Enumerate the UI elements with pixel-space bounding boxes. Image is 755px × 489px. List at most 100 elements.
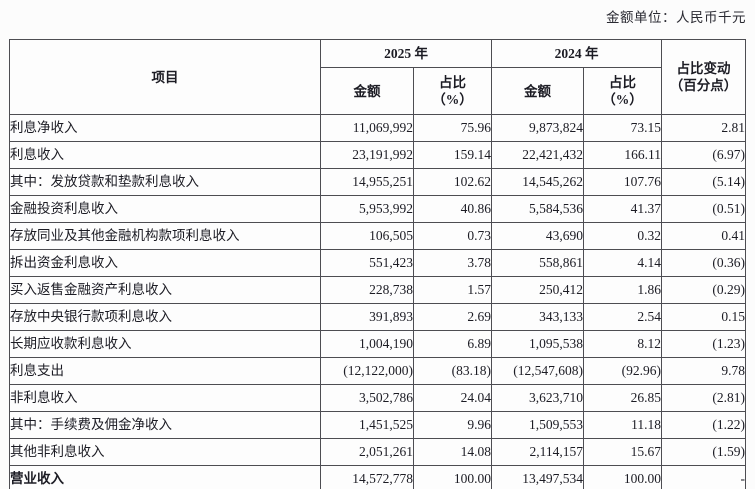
table-row: 其中：发放贷款和垫款利息收入 14,955,251 102.62 14,545,… [9,168,746,196]
pct-2025-cell: 24.04 [413,384,492,412]
table-body: 利息净收入 11,069,992 75.96 9,873,824 73.15 2… [9,114,746,489]
pct-2025-cell: 3.78 [413,249,492,277]
amount-2025-cell: 2,051,261 [320,438,414,466]
amount-2024-cell: 9,873,824 [491,114,584,142]
amount-2024-cell: 1,509,553 [491,411,584,439]
pct-change-cell: (5.14) [661,168,746,196]
row-label-cell: 其他非利息收入 [9,438,321,466]
header-pct-2024: 占比 （%） [583,67,662,115]
row-label: 利息净收入 [10,120,78,135]
row-label: 买入返售金融资产利息收入 [10,282,173,297]
amount-2024-cell: 3,623,710 [491,384,584,412]
row-label: 营业收入 [10,471,65,486]
header-pct-2025-line1: 占比 [439,75,466,90]
row-label-cell: 拆出资金利息收入 [9,249,321,277]
row-label-cell: 其中：手续费及佣金净收入 [9,411,321,439]
table-row: 其中：手续费及佣金净收入 1,451,525 9.96 1,509,553 11… [9,411,746,439]
amount-2025-cell: 14,955,251 [320,168,414,196]
table-row: 拆出资金利息收入 551,423 3.78 558,861 4.14 (0.36… [9,249,746,277]
row-label-cell: 长期应收款利息收入 [9,330,321,358]
table-row: 利息收入 23,191,992 159.14 22,421,432 166.11… [9,141,746,169]
row-label: 其中：手续费及佣金净收入 [10,417,173,432]
row-label: 长期应收款利息收入 [10,336,132,351]
row-label: 非利息收入 [10,390,78,405]
table-row: 非利息收入 3,502,786 24.04 3,623,710 26.85 (2… [9,384,746,412]
header-amount-2024: 金额 [491,67,584,115]
header-pct-change: 占比变动 （百分点） [661,39,746,115]
pct-change-cell: (1.59) [661,438,746,466]
amount-2025-cell: 5,953,992 [320,195,414,223]
row-label: 利息收入 [10,147,65,162]
table-row: 利息支出 (12,122,000) (83.18) (12,547,608) (… [9,357,746,385]
header-pct-2025: 占比 （%） [413,67,492,115]
amount-2025-cell: 23,191,992 [320,141,414,169]
amount-2024-cell: 14,545,262 [491,168,584,196]
header-pct-2024-line1: 占比 [609,75,636,90]
pct-2024-cell: 8.12 [583,330,662,358]
pct-change-cell: (1.23) [661,330,746,358]
pct-2024-cell: 73.15 [583,114,662,142]
pct-2025-cell: 6.89 [413,330,492,358]
table-row: 买入返售金融资产利息收入 228,738 1.57 250,412 1.86 (… [9,276,746,304]
row-label-cell: 存放同业及其他金融机构款项利息收入 [9,222,321,250]
amount-2025-cell: 106,505 [320,222,414,250]
table-row: 长期应收款利息收入 1,004,190 6.89 1,095,538 8.12 … [9,330,746,358]
pct-2024-cell: 1.86 [583,276,662,304]
row-label-cell: 营业收入 [9,465,321,489]
row-label: 拆出资金利息收入 [10,255,119,270]
row-label-cell: 利息支出 [9,357,321,385]
amount-2024-cell: 1,095,538 [491,330,584,358]
table-row: 营业收入 14,572,778 100.00 13,497,534 100.00… [9,465,746,489]
row-label-cell: 非利息收入 [9,384,321,412]
pct-change-cell: (1.22) [661,411,746,439]
pct-change-cell: 0.15 [661,303,746,331]
amount-2025-cell: 1,004,190 [320,330,414,358]
row-label: 其中：发放贷款和垫款利息收入 [10,174,200,189]
pct-2024-cell: 41.37 [583,195,662,223]
amount-2024-cell: (12,547,608) [491,357,584,385]
pct-change-cell: 2.81 [661,114,746,142]
amount-2025-cell: 3,502,786 [320,384,414,412]
pct-2024-cell: 15.67 [583,438,662,466]
pct-change-cell: (0.51) [661,195,746,223]
row-label: 存放中央银行款项利息收入 [10,309,173,324]
amount-2025-cell: 14,572,778 [320,465,414,489]
pct-change-cell: (6.97) [661,141,746,169]
row-label: 其他非利息收入 [10,444,105,459]
pct-change-cell: 9.78 [661,357,746,385]
row-label-cell: 利息收入 [9,141,321,169]
amount-2024-cell: 343,133 [491,303,584,331]
row-label-cell: 利息净收入 [9,114,321,142]
row-label: 利息支出 [10,363,65,378]
amount-2025-cell: (12,122,000) [320,357,414,385]
pct-change-cell: (2.81) [661,384,746,412]
amount-2024-cell: 13,497,534 [491,465,584,489]
pct-2025-cell: 75.96 [413,114,492,142]
pct-2024-cell: 2.54 [583,303,662,331]
header-year-2024: 2024 年 [491,39,662,68]
pct-2024-cell: 166.11 [583,141,662,169]
pct-2024-cell: 0.32 [583,222,662,250]
pct-2025-cell: 102.62 [413,168,492,196]
row-label: 金融投资利息收入 [10,201,119,216]
row-label: 存放同业及其他金融机构款项利息收入 [10,228,240,243]
income-breakdown-table: 项目 2025 年 2024 年 占比变动 （百分点） 金额 占比 （%） 金额… [9,39,746,489]
amount-2024-cell: 22,421,432 [491,141,584,169]
pct-2024-cell: 11.18 [583,411,662,439]
pct-2025-cell: 14.08 [413,438,492,466]
amount-2024-cell: 5,584,536 [491,195,584,223]
amount-2025-cell: 228,738 [320,276,414,304]
pct-2024-cell: 107.76 [583,168,662,196]
header-pct-2024-line2: （%） [602,92,643,107]
header-pct-change-line2: （百分点） [669,78,738,93]
pct-2025-cell: 100.00 [413,465,492,489]
table-header: 项目 2025 年 2024 年 占比变动 （百分点） 金额 占比 （%） 金额… [9,39,746,115]
amount-unit-label: 金额单位：人民币千元 [606,10,746,25]
amount-2025-cell: 11,069,992 [320,114,414,142]
row-label-cell: 金融投资利息收入 [9,195,321,223]
amount-2025-cell: 391,893 [320,303,414,331]
header-year-2025: 2025 年 [320,39,492,68]
pct-2025-cell: 2.69 [413,303,492,331]
table-row: 存放中央银行款项利息收入 391,893 2.69 343,133 2.54 0… [9,303,746,331]
